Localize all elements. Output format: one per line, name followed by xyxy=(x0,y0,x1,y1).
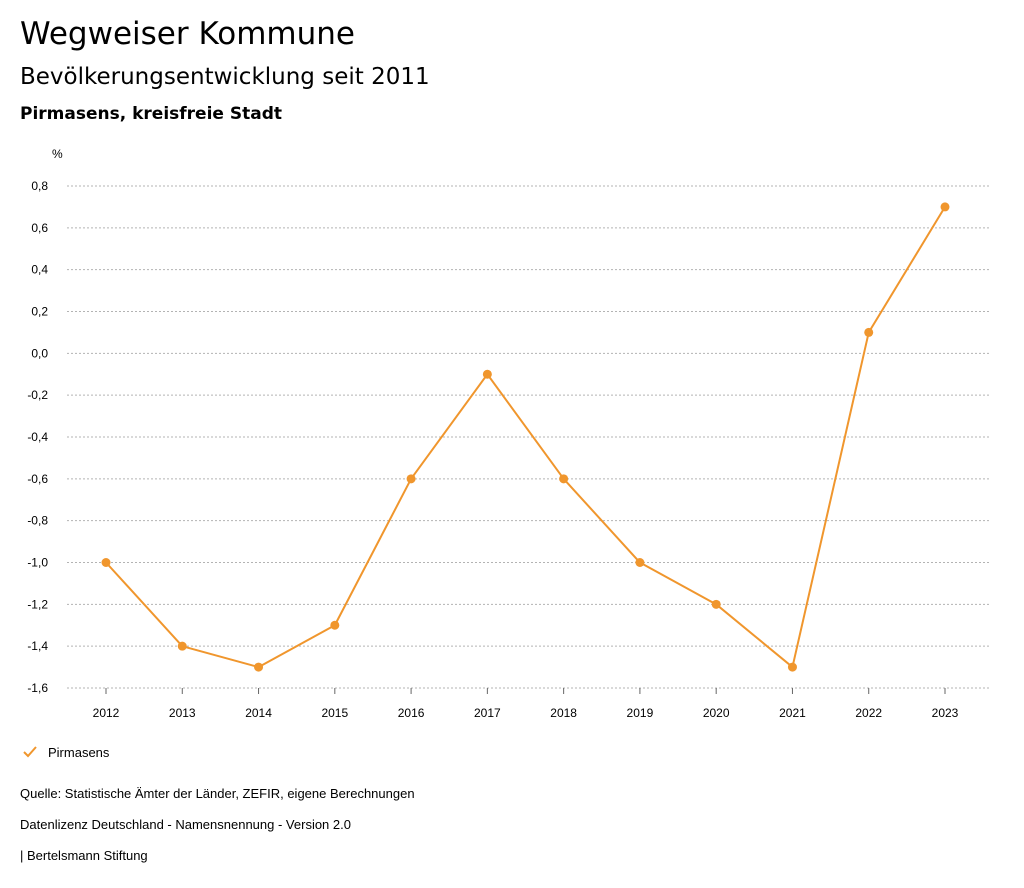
x-tick-label: 2023 xyxy=(932,706,959,720)
y-tick-label: 0,6 xyxy=(31,221,48,235)
y-tick-label: 0,8 xyxy=(31,179,48,193)
source-note: Quelle: Statistische Ämter der Länder, Z… xyxy=(20,786,415,801)
x-tick-label: 2016 xyxy=(398,706,425,720)
data-point xyxy=(406,474,416,484)
data-point xyxy=(177,641,187,651)
x-tick-label: 2014 xyxy=(245,706,272,720)
y-tick-label: -0,2 xyxy=(27,388,48,402)
data-point xyxy=(787,662,797,672)
y-tick-label: -1,2 xyxy=(27,597,48,611)
y-tick-label: -0,4 xyxy=(27,430,48,444)
x-tick-label: 2020 xyxy=(703,706,730,720)
chart-subtitle: Bevölkerungsentwicklung seit 2011 xyxy=(20,64,430,90)
data-point xyxy=(711,599,721,609)
region-name: Pirmasens, kreisfreie Stadt xyxy=(20,104,282,124)
x-tick-label: 2013 xyxy=(169,706,196,720)
legend-label: Pirmasens xyxy=(48,744,110,760)
series-line-pirmasens xyxy=(105,206,946,669)
y-tick-label: 0,2 xyxy=(31,305,48,319)
line-chart: % 0,8 0,6 0,4 0,2 0,0 -0,2 -0,4 -0,6 -0,8 -1,0 -1,2… xyxy=(27,147,991,720)
y-tick-label: -1,6 xyxy=(27,681,48,695)
x-tick-label: 2019 xyxy=(627,706,654,720)
x-tick-label: 2015 xyxy=(321,706,348,720)
data-point xyxy=(482,369,492,379)
data-point xyxy=(330,620,340,630)
x-tick-label: 2022 xyxy=(855,706,882,720)
x-tick-label: 2012 xyxy=(93,706,120,720)
license-note: Datenlizenz Deutschland - Namensnennung … xyxy=(20,817,351,832)
y-tick-label: -0,6 xyxy=(27,472,48,486)
x-tick-label: 2021 xyxy=(779,706,806,720)
data-point xyxy=(864,327,874,337)
page-title: Wegweiser Kommune xyxy=(20,16,355,52)
y-tick-label: 0,0 xyxy=(31,346,48,360)
data-point xyxy=(101,558,111,567)
data-point xyxy=(559,474,569,484)
data-point xyxy=(940,202,950,212)
y-tick-label: -1,4 xyxy=(27,639,48,653)
y-tick-label: -1,0 xyxy=(27,556,48,570)
x-tick-label: 2017 xyxy=(474,706,501,720)
data-point xyxy=(254,662,264,672)
y-axis-label: % xyxy=(52,147,63,161)
checkmark-icon xyxy=(23,746,37,758)
x-tick-label: 2018 xyxy=(550,706,577,720)
y-tick-label: 0,4 xyxy=(31,263,48,277)
data-point xyxy=(635,558,645,567)
y-tick-label: -0,8 xyxy=(27,514,48,528)
legend-item-pirmasens[interactable]: Pirmasens xyxy=(22,744,109,760)
publisher-note: | Bertelsmann Stiftung xyxy=(20,848,148,863)
